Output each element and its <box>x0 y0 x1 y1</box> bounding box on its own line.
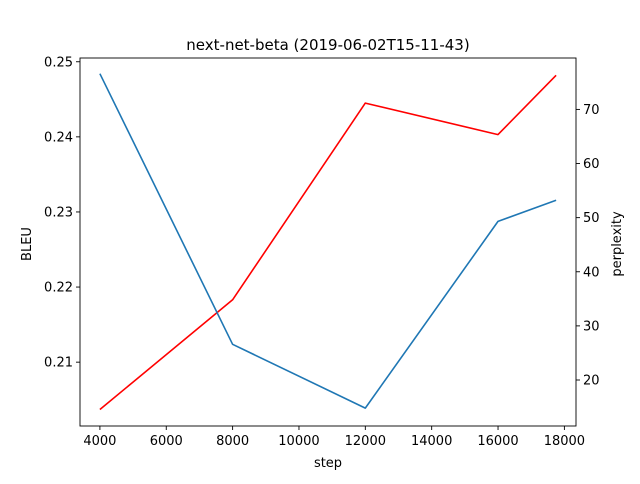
x-tick-label: 4000 <box>83 434 116 449</box>
plot-frame <box>79 57 577 427</box>
y-tick-label-right: 40 <box>583 265 600 280</box>
x-axis-label: step <box>314 456 342 471</box>
y-tick-label-right: 50 <box>583 211 600 226</box>
series-layer <box>99 73 557 411</box>
x-tick-label: 14000 <box>411 434 452 449</box>
x-tick-label: 18000 <box>544 434 585 449</box>
y-axis-label-left: BLEU <box>20 227 35 261</box>
x-tick-label: 6000 <box>150 434 183 449</box>
y-tick-label-left: 0.25 <box>44 55 73 70</box>
axes-layer: 4000 6000 8000 10000 12000 14000 16000 18000 0.2… <box>44 55 600 449</box>
y-tick-label-left: 0.21 <box>44 356 73 371</box>
y-axis-label-right: perplexity <box>610 211 625 277</box>
x-tick-label: 16000 <box>477 434 518 449</box>
y-tick-label-right: 20 <box>583 374 600 389</box>
y-tick-label-right: 70 <box>583 103 600 118</box>
y-tick-label-left: 0.23 <box>44 205 73 220</box>
chart-title: next-net-beta (2019-06-02T15-11-43) <box>186 36 469 54</box>
x-tick-label: 12000 <box>345 434 386 449</box>
y-tick-label-left: 0.24 <box>44 130 73 145</box>
y-tick-label-right: 30 <box>583 319 600 334</box>
series-line-right <box>99 73 557 409</box>
x-tick-label: 10000 <box>278 434 319 449</box>
series-line-left <box>99 74 557 411</box>
y-tick-label-right: 60 <box>583 157 600 172</box>
y-tick-label-left: 0.22 <box>44 281 73 296</box>
x-tick-label: 8000 <box>216 434 249 449</box>
